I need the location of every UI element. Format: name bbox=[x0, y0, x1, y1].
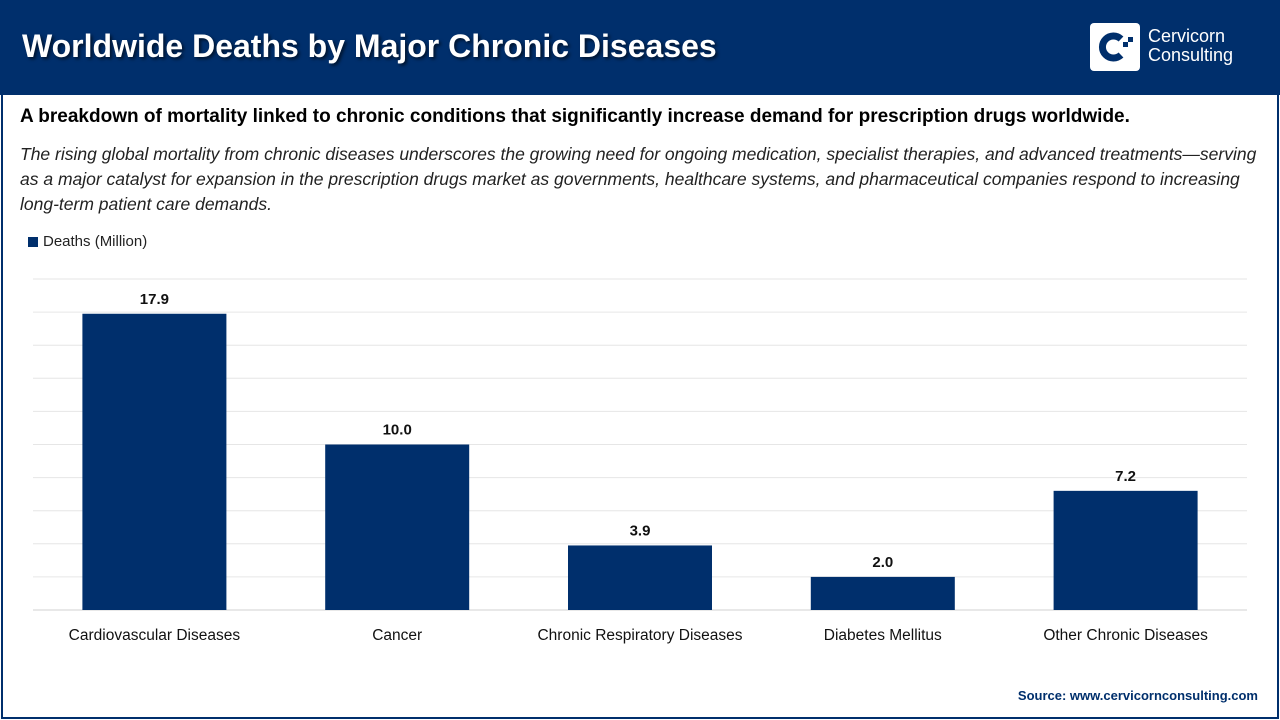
category-label: Cancer bbox=[372, 627, 422, 644]
bar bbox=[325, 444, 470, 610]
brand-name: Cervicorn Consulting bbox=[1148, 26, 1234, 65]
legend-swatch bbox=[28, 236, 38, 247]
category-label: Other Chronic Diseases bbox=[1043, 627, 1208, 644]
bar bbox=[1053, 490, 1198, 610]
category-label: Diabetes Mellitus bbox=[824, 627, 942, 644]
brand-logo-icon bbox=[1090, 23, 1140, 71]
data-label: 3.9 bbox=[630, 522, 651, 539]
legend-label: Deaths (Million) bbox=[43, 233, 148, 250]
data-label: 17.9 bbox=[140, 291, 169, 308]
page-title: Worldwide Deaths by Major Chronic Diseas… bbox=[22, 28, 717, 64]
source-note: Source: www.cervicornconsulting.com bbox=[1017, 688, 1258, 703]
bar bbox=[568, 545, 712, 610]
description: The rising global mortality from chronic… bbox=[20, 144, 1257, 214]
data-label: 10.0 bbox=[383, 422, 412, 439]
header-bar: Worldwide Deaths by Major Chronic Diseas… bbox=[0, 0, 1280, 95]
bar bbox=[810, 576, 955, 610]
data-label: 2.0 bbox=[872, 554, 893, 571]
data-label: 7.2 bbox=[1115, 468, 1136, 485]
legend: Deaths (Million) bbox=[28, 233, 147, 250]
category-label: Cardiovascular Diseases bbox=[69, 627, 241, 644]
bar bbox=[82, 313, 227, 610]
subtitle: A breakdown of mortality linked to chron… bbox=[20, 106, 1130, 127]
category-label: Chronic Respiratory Diseases bbox=[537, 627, 742, 644]
